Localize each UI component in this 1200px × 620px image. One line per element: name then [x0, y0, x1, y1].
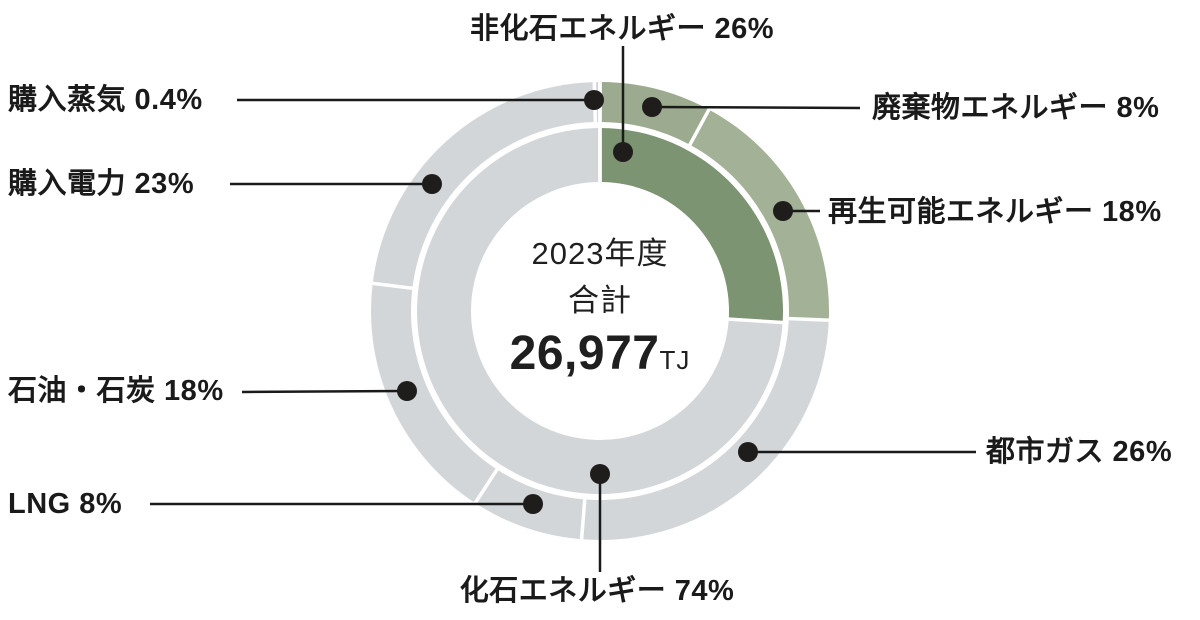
non-fossil-dot: [613, 142, 633, 162]
callout-dots: [397, 90, 793, 514]
outer-ring-divider: [579, 497, 587, 542]
outer-ring-segment-1: [689, 109, 829, 321]
label-oil-coal: 石油・石炭 18%: [8, 375, 224, 407]
label-fossil: 化石エネルギー 74%: [459, 575, 735, 607]
leader-lines: [150, 46, 976, 572]
center-total-row: 26,977TJ: [450, 328, 750, 391]
outer-ring-divider: [687, 106, 712, 148]
city-gas-dot: [738, 442, 758, 462]
center-total-unit: TJ: [659, 345, 691, 375]
center-fiscal-year: 2023年度: [531, 236, 669, 271]
fossil-dot: [590, 464, 610, 484]
purchased-power-dot: [422, 174, 442, 194]
outer-ring-divider: [786, 316, 831, 323]
label-city-gas: 都市ガス 26%: [986, 436, 1173, 468]
center-text: 2023年度 合計 26,977TJ: [450, 230, 750, 391]
label-non-fossil: 非化石エネルギー 26%: [469, 13, 775, 45]
outer-ring-divider: [472, 466, 500, 506]
lng-dot: [523, 494, 543, 514]
inner-ring-segment-0: [600, 128, 783, 323]
oil-coal-dot: [397, 381, 417, 401]
leader-oil-coal: [241, 389, 408, 394]
purchased-steam-dot: [584, 90, 604, 110]
outer-ring-segment-4: [371, 283, 498, 504]
renewable-energy-dot: [773, 201, 793, 221]
inner-ring-divider: [726, 317, 785, 325]
label-waste-energy: 廃棄物エネルギー 8%: [872, 92, 1160, 124]
label-purchased-steam: 購入蒸気 0.4%: [8, 84, 203, 116]
label-lng: LNG 8%: [8, 488, 123, 520]
inner-ring-segment-1: [417, 128, 783, 494]
outer-ring-divider: [370, 281, 415, 291]
center-total-value: 26,977: [509, 327, 660, 380]
leader-waste-energy: [651, 105, 861, 110]
outer-ring-segment-2: [581, 318, 829, 540]
center-total-label: 合計: [568, 283, 632, 318]
label-renewable-energy: 再生可能エネルギー 18%: [828, 196, 1162, 228]
waste-energy-dot: [642, 97, 662, 117]
label-purchased-power: 購入電力 23%: [8, 168, 195, 200]
